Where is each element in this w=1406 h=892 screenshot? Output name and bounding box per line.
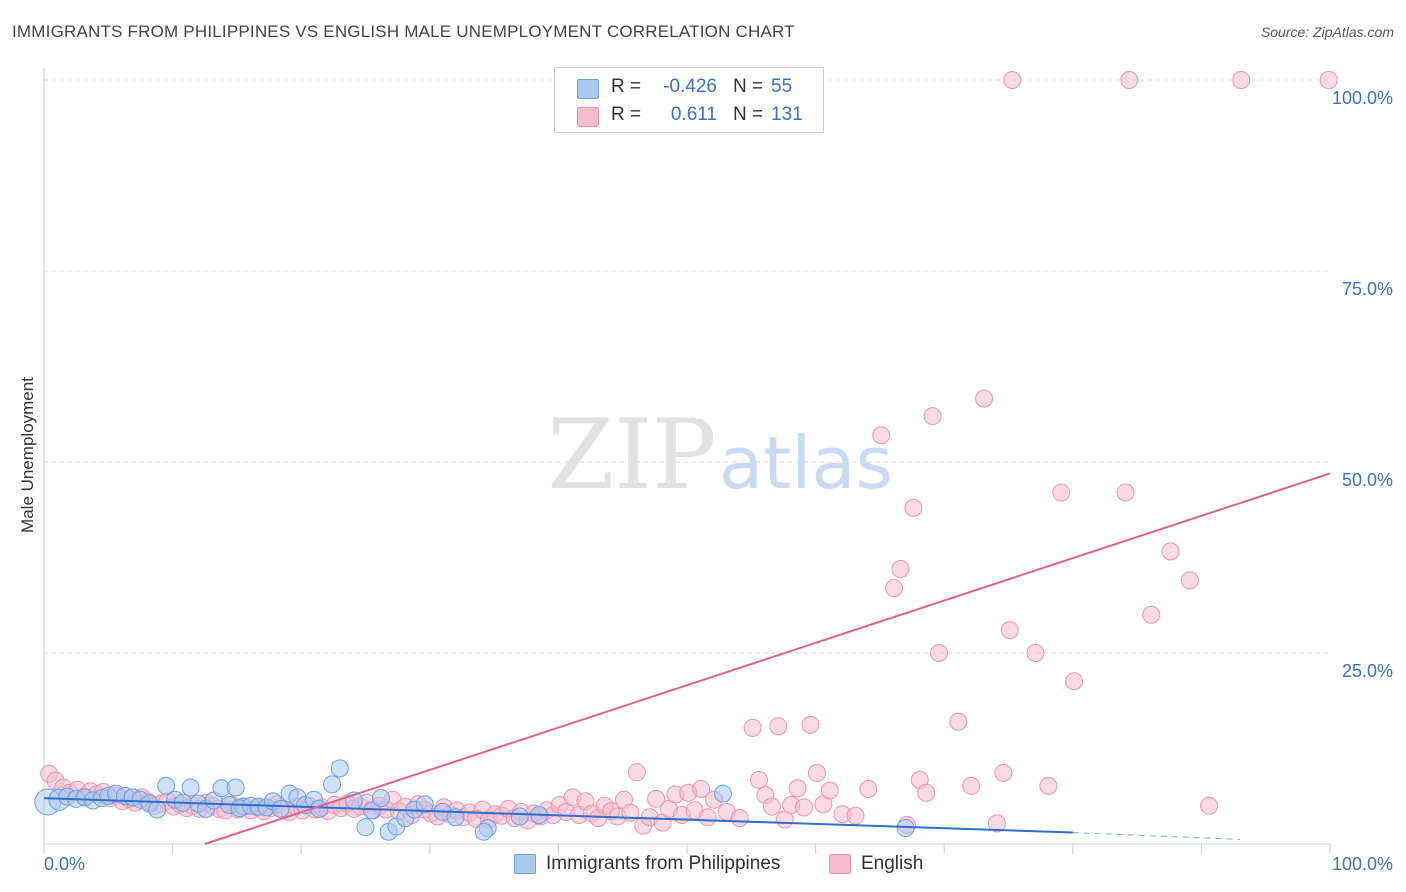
philippines-point [157,776,176,795]
english-point [730,809,749,828]
english-point [994,763,1013,782]
trend-lines [43,472,1331,845]
philippines-trend-extension [1072,832,1241,840]
english-point [962,776,981,795]
correlation-legend: R = -0.426 N = 55 R = 0.611 N = 131 [554,67,824,133]
legend-label-philippines: Immigrants from Philippines [546,853,781,874]
english-point [1120,71,1139,89]
english-point [859,779,878,798]
legend-row-philippines: R = -0.426 N = 55 [555,72,823,102]
legend-swatch-pink [829,854,851,874]
data-points [34,71,1338,841]
legend-label-english: English [861,853,924,874]
english-point [891,559,910,578]
english-point [1161,542,1180,561]
english-point [647,789,666,808]
english-point [1065,672,1084,691]
n-value: 131 [771,104,803,125]
philippines-point [181,778,200,797]
philippines-point [148,800,167,819]
english-point [750,770,769,789]
watermark-zip: ZIP [547,399,716,511]
english-point [807,763,826,782]
r-value: 0.611 [670,104,717,125]
english-point [1200,796,1219,815]
axes [43,68,1331,854]
english-point [975,389,994,408]
tick-labels: 25.0% 50.0% 75.0% 100.0% 0.0% 100.0% [44,88,1393,874]
source-credit: Source: ZipAtlas.com [1260,24,1394,40]
english-point [795,798,814,817]
r-label: R = [611,76,642,97]
legend-row-english: R = 0.611 N = 131 [555,100,823,130]
r-label: R = [611,104,642,125]
english-point [930,644,949,662]
philippines-point [330,759,349,778]
english-point [904,498,923,517]
n-label: N = [733,104,764,125]
legend-swatch-blue [577,79,599,99]
english-point [1026,644,1045,662]
english-point [820,781,839,800]
english-point [743,718,762,737]
y-axis-label: Male Unemployment [18,377,37,533]
english-point [1142,605,1161,624]
english-point [846,806,865,825]
legend-swatch-pink [577,107,599,127]
english-point [917,783,936,802]
philippines-point [323,775,342,794]
english-point [627,763,646,782]
x-tick-label: 0.0% [44,854,85,874]
english-point [872,426,891,445]
philippines-point [510,807,529,826]
y-tick-label: 75.0% [1342,279,1393,299]
philippines-point [474,822,493,841]
english-point [1232,71,1251,89]
english-point [762,797,781,816]
english-point [1000,621,1019,640]
y-tick-label: 50.0% [1342,470,1393,490]
english-point [987,814,1006,833]
philippines-point [714,784,733,803]
english-point [1052,483,1071,502]
english-point [885,579,904,598]
legend-swatch-blue [514,854,536,874]
n-value: 55 [771,76,793,97]
philippines-point [415,795,434,814]
philippines-point [356,818,375,837]
gridlines [44,79,1330,654]
english-point [949,712,968,731]
y-tick-label: 100.0% [1332,88,1393,108]
philippines-point [271,799,290,818]
philippines-point [371,789,390,808]
english-point [1039,776,1058,795]
english-point [1003,71,1022,89]
english-point [788,779,807,798]
chart-title: IMMIGRANTS FROM PHILIPPINES VS ENGLISH M… [12,22,795,41]
english-point [692,779,711,798]
english-point [923,407,942,426]
y-tick-label: 25.0% [1342,661,1393,681]
english-point [1116,483,1135,502]
english-point [769,717,788,736]
english-point [1319,71,1338,89]
r-value: -0.426 [663,76,717,97]
watermark-atlas: atlas [719,421,893,505]
x-tick-label: 100.0% [1332,854,1393,874]
english-trend-line [204,472,1331,845]
n-label: N = [733,76,764,97]
philippines-point [226,778,245,797]
series-legend: Immigrants from Philippines English [0,852,1406,880]
philippines-trend-line [43,797,1073,834]
english-point [801,715,820,734]
english-point [1180,571,1199,590]
english-point [698,808,717,827]
zipatlas-watermark: ZIP atlas [547,399,893,511]
